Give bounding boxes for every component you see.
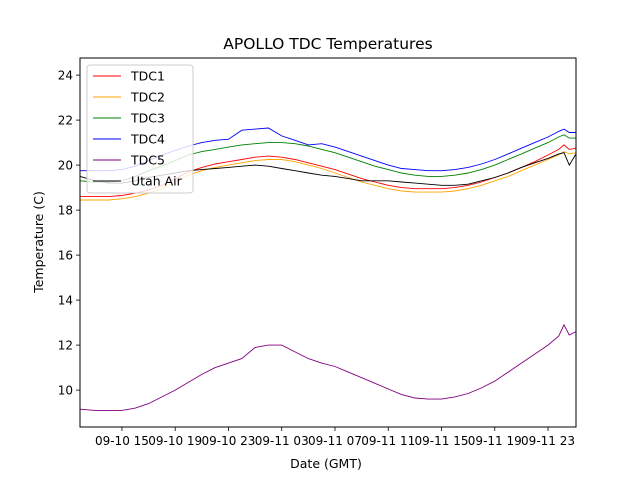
x-tick-label: 09-11 03 — [255, 434, 309, 448]
x-tick-label: 09-11 07 — [308, 434, 362, 448]
legend-label: TDC3 — [130, 111, 165, 126]
chart-title: APOLLO TDC Temperatures — [223, 35, 432, 53]
x-tick-label: 09-10 15 — [95, 434, 149, 448]
y-axis-label: Temperature (C) — [31, 191, 46, 294]
y-tick-label: 12 — [58, 339, 73, 353]
x-tick-label: 09-11 15 — [415, 434, 469, 448]
legend-entry: TDC4 — [93, 132, 165, 147]
plot-frame — [79, 57, 577, 428]
legend-label: TDC2 — [130, 90, 165, 105]
y-tick-label: 20 — [58, 159, 73, 173]
legend-label: Utah Air — [131, 174, 183, 189]
legend-label: TDC1 — [130, 69, 165, 84]
x-axis-label: Date (GMT) — [290, 456, 362, 471]
x-tick-label: 09-10 19 — [148, 434, 202, 448]
y-tick-label: 24 — [58, 69, 73, 83]
y-tick-label: 16 — [58, 249, 73, 263]
x-tick-label: 09-10 23 — [201, 434, 255, 448]
y-axis: 10 12 14 16 18 20 22 24 — [58, 69, 80, 398]
x-axis: 09-10 15 09-10 19 09-10 23 09-11 03 09-11 07… — [95, 427, 575, 448]
y-tick-label: 10 — [58, 384, 73, 398]
legend-entry: TDC1 — [93, 69, 165, 84]
series-line-tdc5 — [79, 323, 577, 411]
x-tick-label: 09-11 19 — [468, 434, 522, 448]
y-tick-label: 14 — [58, 294, 73, 308]
legend-entry: TDC5 — [93, 153, 165, 168]
y-tick-label: 22 — [58, 114, 73, 128]
y-tick-label: 18 — [58, 204, 73, 218]
legend-label: TDC5 — [130, 153, 165, 168]
legend: TDC1 TDC2 TDC3 TDC4 TDC5 Utah Air — [86, 64, 194, 194]
x-tick-label: 09-11 11 — [361, 434, 415, 448]
legend-entry: TDC3 — [93, 111, 165, 126]
legend-label: TDC4 — [130, 132, 165, 147]
legend-entry: TDC2 — [93, 90, 165, 105]
legend-entry: Utah Air — [93, 174, 183, 189]
x-tick-label: 09-11 23 — [521, 434, 575, 448]
